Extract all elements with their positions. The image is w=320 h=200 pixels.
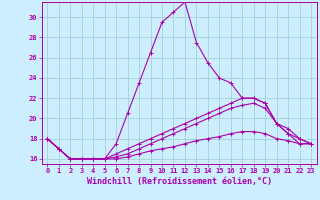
X-axis label: Windchill (Refroidissement éolien,°C): Windchill (Refroidissement éolien,°C)	[87, 177, 272, 186]
